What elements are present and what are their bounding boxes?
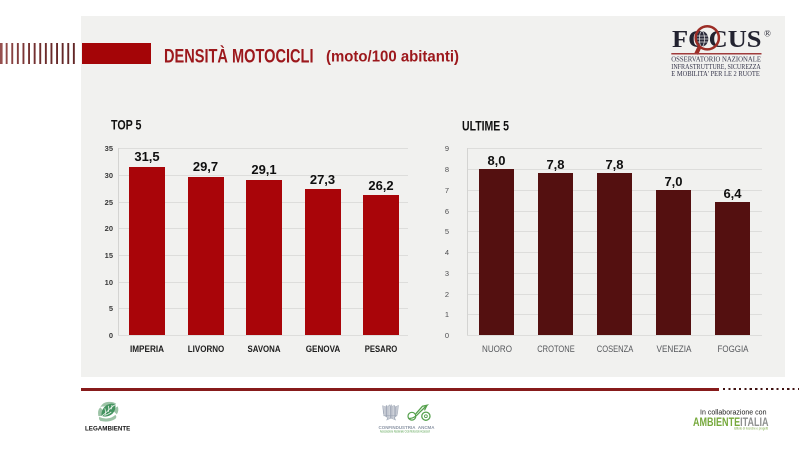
svg-text:IMPERIA: IMPERIA [130, 344, 164, 355]
svg-text:OSSERVATORIO NAZIONALE: OSSERVATORIO NAZIONALE [671, 56, 761, 64]
svg-text:®: ® [764, 29, 771, 39]
svg-text:LIVORNO: LIVORNO [187, 344, 224, 355]
svg-text:istituto di ricerche e progett: istituto di ricerche e progetti [734, 427, 768, 431]
svg-text:(moto/100 abitanti): (moto/100 abitanti) [326, 48, 459, 65]
svg-text:Associazione Nazionale Ciclo M: Associazione Nazionale Ciclo Motociclo A… [380, 430, 430, 434]
svg-text:SAVONA: SAVONA [248, 344, 281, 355]
svg-text:AMBIENTEITALIA: AMBIENTEITALIA [693, 415, 769, 429]
svg-text:In collaborazione con: In collaborazione con [700, 408, 767, 417]
svg-text:GENOVA: GENOVA [305, 344, 340, 355]
svg-text:COSENZA: COSENZA [596, 344, 633, 355]
svg-text:E MOBILITA' PER LE 2 RUOTE: E MOBILITA' PER LE 2 RUOTE [671, 70, 760, 78]
svg-text:VENEZIA: VENEZIA [656, 344, 692, 355]
svg-text:NUORO: NUORO [482, 344, 512, 355]
svg-text:CONFINDUSTRIA ANCMA: CONFINDUSTRIA ANCMA [379, 425, 435, 431]
svg-text:DENSITÀ MOTOCICLI: DENSITÀ MOTOCICLI [164, 45, 314, 68]
svg-text:LEGAMBIENTE: LEGAMBIENTE [85, 426, 131, 433]
svg-text:TOP 5: TOP 5 [111, 117, 142, 132]
svg-text:PESARO: PESARO [365, 344, 398, 355]
svg-text:ULTIME 5: ULTIME 5 [462, 118, 509, 133]
svg-text:INFRASTRUTTURE, SICUREZZA: INFRASTRUTTURE, SICUREZZA [671, 63, 761, 71]
svg-text:CROTONE: CROTONE [537, 344, 575, 355]
svg-text:FOGGIA: FOGGIA [717, 344, 749, 355]
